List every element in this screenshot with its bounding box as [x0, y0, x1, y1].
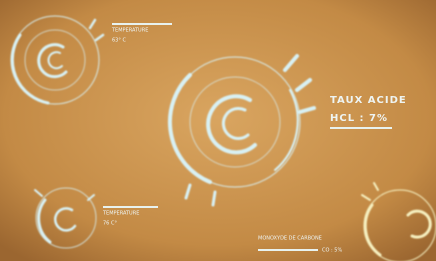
widget-value: CO : 5%	[322, 248, 342, 254]
background	[0, 0, 436, 261]
widget-value: 63° C	[112, 38, 126, 44]
widget-value: 76 C°	[103, 221, 117, 227]
widget-value: HCL : 7%	[330, 113, 388, 124]
widget-label: TEMPERATURE	[111, 28, 148, 34]
widget-label: TEMPERATURE	[102, 211, 139, 217]
widget-label: TAUX ACIDE	[330, 95, 407, 106]
widget-label: MONOXYDE DE CARBONE	[258, 236, 322, 242]
hud-screen: TEMPERATURE 63° C TAUX ACIDE HCL : 7% TE…	[0, 0, 436, 261]
